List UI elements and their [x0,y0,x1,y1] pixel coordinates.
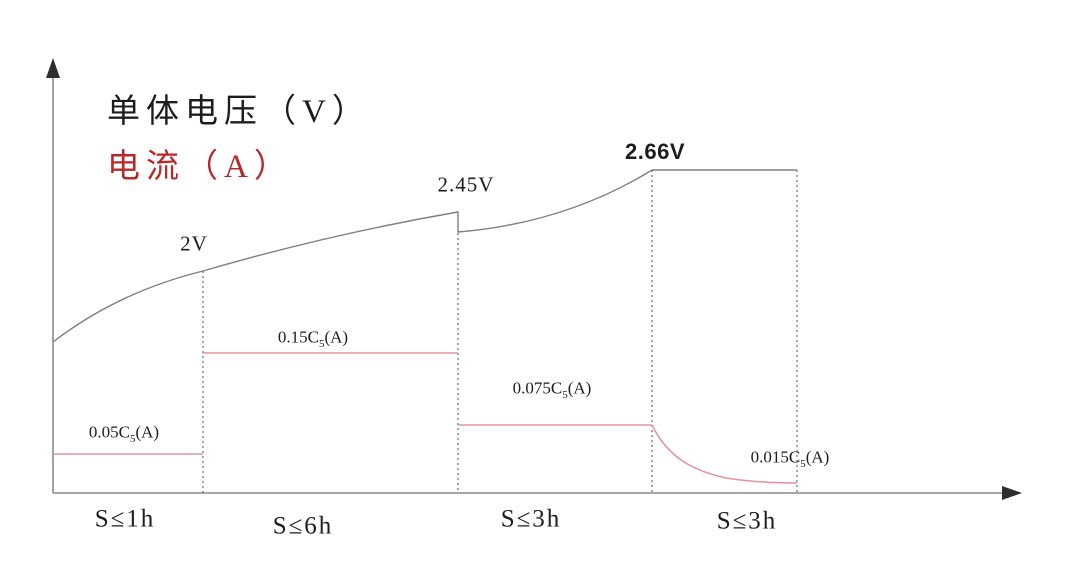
voltage-legend-title: 单体电压（V） [107,94,371,130]
stage-label-1: S≤1h [94,505,156,533]
current-label-unit: (A) [135,422,160,442]
voltage-marker-245v: 2.45V [437,172,495,197]
current-label-text: 0.015C [750,447,801,467]
voltage-marker-2v: 2V [180,231,208,256]
current-label-text: 0.15C [277,327,319,347]
current-level-label-1: 0.05C5(A) [88,422,160,445]
current-label-text: 0.05C [88,422,130,442]
current-label-subscript: 5 [129,432,136,445]
current-level-label-2: 0.15C5(A) [277,327,349,350]
current-label-unit: (A) [805,447,830,467]
current-label-unit: (A) [324,327,349,347]
current-level-label-4: 0.015C5(A) [750,447,830,470]
current-label-subscript: 5 [318,337,325,350]
current-label-subscript: 5 [800,457,806,470]
voltage-curve [52,169,797,343]
stage-label-2: S≤6h [272,512,334,540]
current-legend-title: 电流（A） [107,149,293,185]
current-curve [53,352,798,484]
current-level-label-3: 0.075C5(A) [512,378,592,401]
current-label-subscript: 5 [562,388,568,401]
stage-label-3: S≤3h [500,505,562,533]
voltage-marker-266v: 2.66V [625,139,685,164]
current-label-text: 0.075C [512,378,563,398]
x-axis-arrow-icon [1002,486,1022,500]
current-label-unit: (A) [567,378,592,398]
stage-label-4: S≤3h [716,507,778,535]
y-axis-arrow-icon [46,58,60,78]
